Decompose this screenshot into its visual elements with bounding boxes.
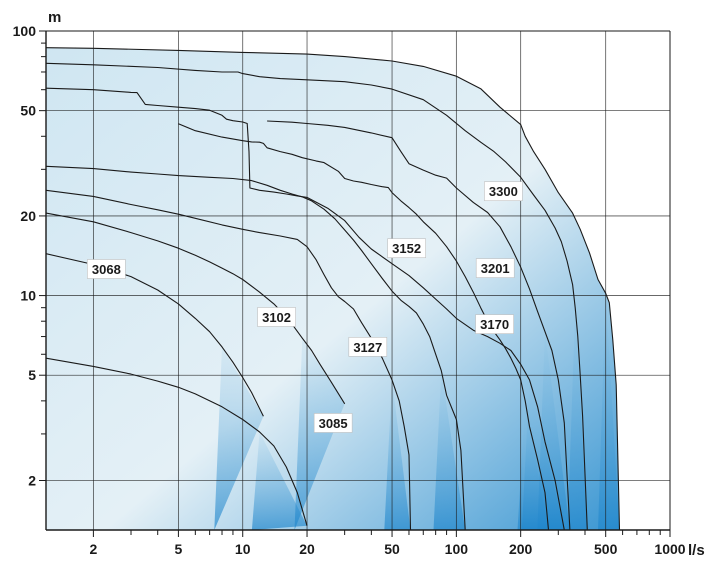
curve-group <box>46 47 621 530</box>
curve-unlabeled <box>46 62 588 530</box>
curve-3127 <box>46 189 412 530</box>
x-tick-label: 200 <box>509 541 533 557</box>
model-tag-3300: 3300 <box>489 184 518 199</box>
curve-3152 <box>46 165 466 530</box>
model-tag-3152: 3152 <box>392 241 421 256</box>
x-tick-label: 5 <box>175 541 183 557</box>
y-tick-label: 10 <box>20 288 36 304</box>
curve-shade <box>214 346 264 530</box>
curve-shade <box>384 379 411 530</box>
model-tag-box <box>475 314 514 334</box>
x-tick-label: 50 <box>384 541 400 557</box>
curve-unlabeled <box>267 120 571 530</box>
model-tag-3201: 3201 <box>481 261 510 276</box>
curve-3170 <box>178 123 550 530</box>
model-tag-box <box>257 307 296 327</box>
grid-lines <box>46 30 671 530</box>
x-tick-label: 100 <box>445 541 469 557</box>
model-tag-3170: 3170 <box>480 317 509 332</box>
x-tick-label: 500 <box>594 541 618 557</box>
y-tick-label: 100 <box>13 23 37 39</box>
curve-3201 <box>46 87 565 530</box>
y-tick-label: 20 <box>20 208 36 224</box>
curve-shade <box>598 293 620 530</box>
model-label-group: 3068 3085 3102 3127 3152 3170 3201 3300 <box>87 181 523 433</box>
curve-3102 <box>46 212 346 405</box>
model-tag-box <box>348 337 388 357</box>
model-tag-box <box>475 258 515 278</box>
tick-group: 2 5 10 20 50 100 200 500 1000 2 5 10 20 50 100 <box>13 23 686 557</box>
model-tag-3102: 3102 <box>262 310 291 325</box>
model-tag-box <box>313 413 353 433</box>
model-tag-box <box>387 238 426 259</box>
x-tick-label: 2 <box>89 541 97 557</box>
curve-shade <box>567 307 588 530</box>
x-tick-label: 20 <box>299 541 315 557</box>
x-tick-label: 10 <box>235 541 251 557</box>
curve-shade <box>433 370 466 530</box>
axes-frame <box>45 30 671 531</box>
model-tag-3068: 3068 <box>92 262 121 277</box>
model-tag-box <box>484 181 523 202</box>
y-tick-label: 2 <box>28 473 36 489</box>
curve-shade <box>251 432 307 530</box>
model-tag-box <box>87 259 126 279</box>
model-tag-3127: 3127 <box>353 340 382 355</box>
y-axis-unit: m <box>48 9 61 26</box>
y-tick-label: 5 <box>28 367 36 383</box>
model-tag-3085: 3085 <box>319 416 348 431</box>
x-tick-label: 1000 <box>654 541 685 557</box>
curve-3300 <box>46 47 621 530</box>
curve-3085 <box>46 357 308 526</box>
y-tick-label: 50 <box>20 103 36 119</box>
x-axis-unit: l/s <box>688 542 705 559</box>
